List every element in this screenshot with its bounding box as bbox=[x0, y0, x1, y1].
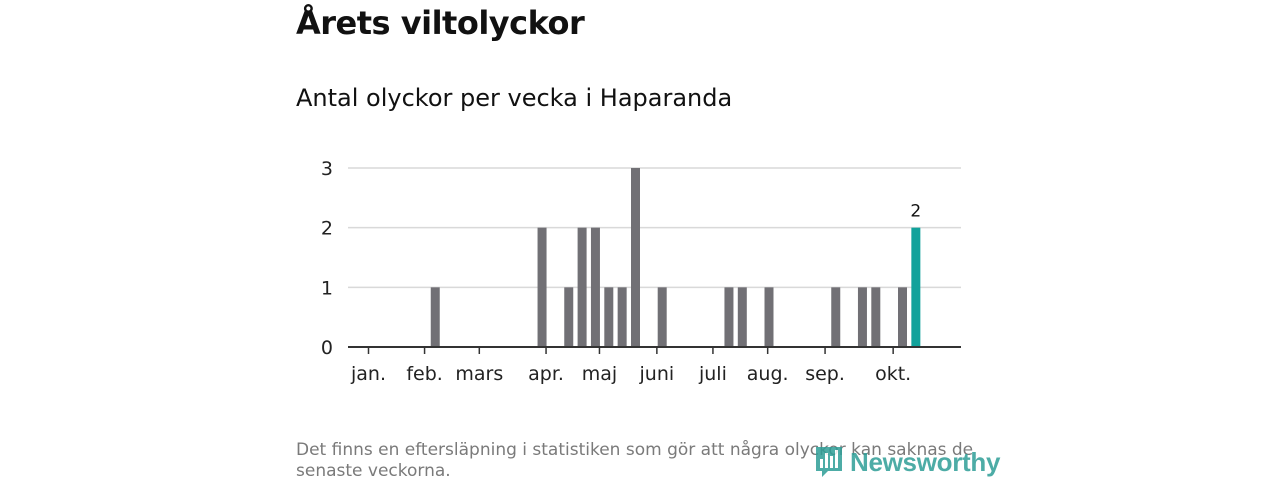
bar-chart-logo-icon bbox=[816, 447, 842, 477]
bar bbox=[737, 287, 747, 347]
bar-chart: 0 1 2 3 jan. feb. mars apr. maj juni juli aug. sep.… bbox=[321, 158, 961, 385]
x-tick-label: okt. bbox=[875, 363, 911, 385]
chart-subtitle: Antal olyckor per vecka i Haparanda bbox=[296, 84, 733, 112]
y-tick-label: 2 bbox=[321, 218, 333, 240]
bar bbox=[537, 227, 547, 347]
x-tick-label: feb. bbox=[406, 363, 442, 385]
x-tick-label: juni bbox=[639, 363, 675, 385]
page-title: Årets viltolyckor bbox=[296, 4, 585, 42]
x-tick-label: sep. bbox=[805, 363, 845, 385]
grid-lines bbox=[348, 167, 961, 289]
newsworthy-logo: Newsworthy bbox=[814, 445, 1000, 479]
bar bbox=[831, 287, 841, 347]
bar bbox=[577, 227, 587, 347]
bar bbox=[631, 168, 640, 347]
data-labels: 2 bbox=[910, 202, 921, 222]
bar bbox=[657, 287, 667, 347]
footnote: Det finns en eftersläpning i statistiken… bbox=[296, 440, 974, 481]
y-axis-ticks: 0 1 2 3 bbox=[321, 158, 333, 359]
logo-text: Newsworthy bbox=[850, 446, 1001, 477]
y-tick-label: 0 bbox=[321, 337, 333, 359]
x-tick-label: jan. bbox=[350, 363, 386, 385]
x-tick-label: apr. bbox=[528, 363, 564, 385]
bar bbox=[764, 287, 774, 347]
bar bbox=[564, 287, 574, 347]
bar bbox=[898, 287, 907, 347]
bar-highlight bbox=[911, 227, 921, 347]
y-tick-label: 3 bbox=[321, 158, 333, 180]
bar bbox=[857, 287, 867, 347]
bar bbox=[590, 227, 600, 347]
bar bbox=[617, 287, 627, 347]
bar bbox=[724, 287, 734, 347]
data-label: 2 bbox=[910, 202, 921, 222]
x-tick-label: aug. bbox=[747, 363, 789, 385]
bars bbox=[430, 168, 921, 347]
x-tick-label: juli bbox=[698, 363, 727, 385]
x-tick-label: mars bbox=[455, 363, 503, 385]
y-tick-label: 1 bbox=[321, 277, 333, 299]
x-tick-label: maj bbox=[582, 363, 617, 385]
bar bbox=[430, 287, 440, 347]
bar bbox=[604, 287, 614, 347]
bar bbox=[871, 287, 881, 347]
x-axis-ticks: jan. feb. mars apr. maj juni juli aug. sep. okt. bbox=[350, 347, 911, 385]
